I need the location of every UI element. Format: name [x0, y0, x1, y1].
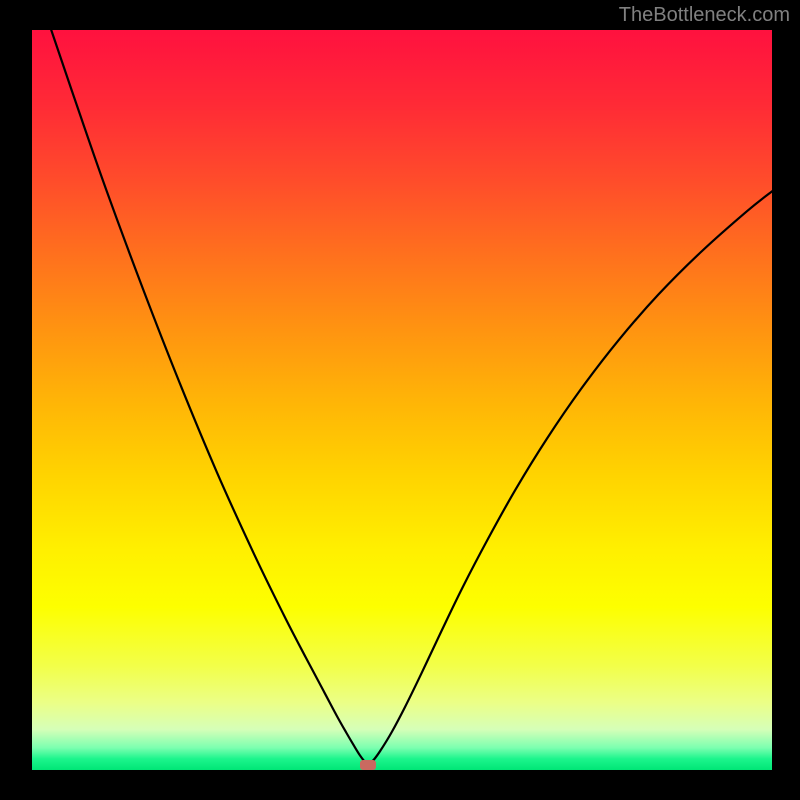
bottleneck-curve: [32, 30, 772, 770]
optimal-point-marker: [360, 760, 376, 770]
plot-area: [32, 30, 772, 770]
watermark-text: TheBottleneck.com: [619, 4, 790, 27]
